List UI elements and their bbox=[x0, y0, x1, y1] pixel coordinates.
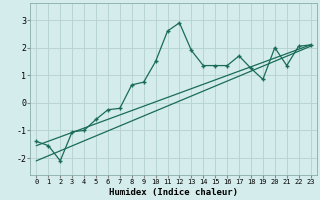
X-axis label: Humidex (Indice chaleur): Humidex (Indice chaleur) bbox=[109, 188, 238, 197]
